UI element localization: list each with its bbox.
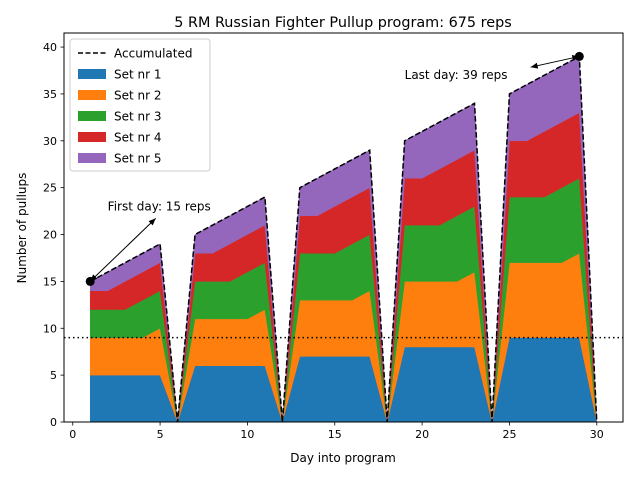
x-tick-label: 10 bbox=[240, 428, 254, 441]
x-tick-label: 0 bbox=[69, 428, 76, 441]
legend-label: Set nr 3 bbox=[114, 110, 162, 124]
annotation-point-2 bbox=[574, 51, 584, 61]
y-tick-label: 35 bbox=[43, 88, 57, 101]
y-tick-label: 20 bbox=[43, 229, 57, 242]
x-axis-ticks: 0 5 10 15 20 25 30 bbox=[69, 422, 604, 441]
x-axis-label: Day into program bbox=[290, 451, 396, 465]
legend-label: Set nr 4 bbox=[114, 131, 162, 145]
y-tick-label: 0 bbox=[50, 416, 57, 429]
annotation-text-1: First day: 15 reps bbox=[108, 199, 211, 213]
plot-frame bbox=[63, 32, 624, 423]
x-tick-label: 15 bbox=[328, 428, 342, 441]
legend-label: Accumulated bbox=[114, 47, 193, 61]
legend-label: Set nr 2 bbox=[114, 89, 162, 103]
accumulated-line-group bbox=[89, 55, 598, 423]
annotation-arrowhead bbox=[530, 62, 539, 69]
y-tick-label: 5 bbox=[50, 369, 57, 382]
y-tick-label: 40 bbox=[43, 41, 57, 54]
y-tick-label: 15 bbox=[43, 275, 57, 288]
x-tick-label: 5 bbox=[157, 428, 164, 441]
x-tick-label: 30 bbox=[590, 428, 604, 441]
annotation-text-2: Last day: 39 reps bbox=[405, 68, 508, 82]
y-tick-label: 30 bbox=[43, 135, 57, 148]
y-tick-label: 10 bbox=[43, 322, 57, 335]
chart-title: 5 RM Russian Fighter Pullup program: 675… bbox=[174, 15, 512, 31]
annotations: First day: 15 reps Last day: 39 reps bbox=[85, 51, 584, 286]
y-axis-ticks: 0 5 10 15 20 25 30 35 40 bbox=[43, 41, 64, 429]
annotation-arrow-2 bbox=[530, 55, 580, 68]
legend-label: Set nr 5 bbox=[114, 152, 162, 166]
annotation-arrowhead bbox=[148, 218, 156, 226]
x-tick-label: 25 bbox=[502, 428, 516, 441]
legend-swatch bbox=[78, 111, 106, 121]
annotation-arrow-1 bbox=[89, 218, 157, 282]
legend-swatch bbox=[78, 69, 106, 79]
x-tick-label: 20 bbox=[415, 428, 429, 441]
accumulated-line bbox=[89, 55, 598, 423]
legend-swatch bbox=[78, 153, 106, 163]
legend-swatch bbox=[78, 132, 106, 142]
y-axis-label: Number of pullups bbox=[15, 173, 29, 284]
legend-swatch bbox=[78, 90, 106, 100]
annotation-point-1 bbox=[85, 276, 95, 286]
legend-label: Set nr 1 bbox=[114, 68, 162, 82]
legend: Accumulated Set nr 1 Set nr 2 Set nr 3 Set n… bbox=[69, 38, 211, 172]
y-tick-label: 25 bbox=[43, 182, 57, 195]
